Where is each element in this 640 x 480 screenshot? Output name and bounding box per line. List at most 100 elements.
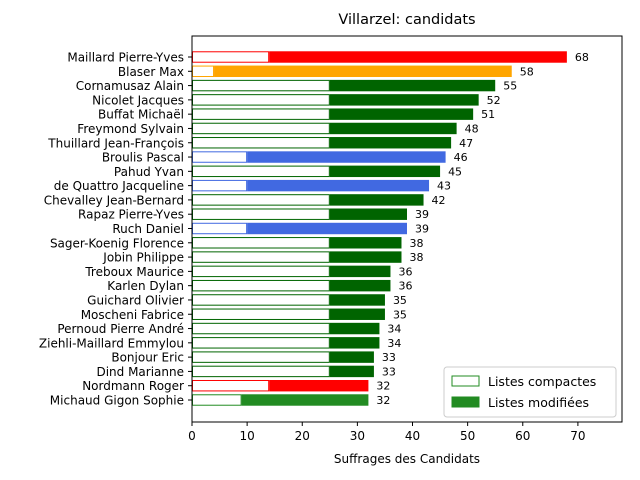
y-tick-label: Pernoud Pierre André: [57, 322, 184, 336]
bar-compact: [192, 379, 270, 392]
bar-compact: [192, 51, 270, 63]
bar-compact: [192, 222, 248, 235]
bar-compact: [192, 294, 330, 306]
bar-value-label: 39: [415, 208, 429, 221]
x-tick-label: 70: [570, 429, 585, 443]
bar-modified: [329, 194, 424, 206]
bar-value-label: 38: [409, 251, 423, 264]
bar-modified: [329, 94, 479, 106]
candidate-bar-group: 48: [192, 122, 479, 135]
bar-compact: [192, 308, 330, 320]
bar-modified: [214, 65, 512, 78]
y-tick-label: Blaser Max: [118, 65, 184, 79]
bar-compact: [192, 265, 330, 278]
candidate-bar-group: 39: [192, 222, 429, 236]
y-tick-label: Bonjour Eric: [111, 351, 184, 365]
y-tick-label: Ruch Daniel: [112, 222, 184, 236]
bar-value-label: 32: [376, 380, 390, 393]
y-tick-label: de Quattro Jacqueline: [54, 179, 184, 193]
candidate-bar-group: 55: [192, 79, 517, 93]
bar-modified: [329, 137, 452, 149]
bar-compact: [192, 165, 330, 178]
bar-compact: [192, 394, 242, 406]
bar-value-label: 35: [393, 308, 407, 321]
bar-compact: [192, 179, 248, 192]
bar-modified: [269, 51, 567, 63]
y-tick-label: Rapaz Pierre-Yves: [78, 208, 184, 222]
bar-modified: [329, 351, 374, 363]
bar-modified: [329, 365, 374, 378]
bar-compact: [192, 251, 330, 263]
bar-compact: [192, 79, 330, 92]
bar-value-label: 58: [520, 65, 534, 78]
bar-compact: [192, 337, 330, 349]
bar-value-label: 35: [393, 294, 407, 307]
candidate-bar-group: 58: [192, 65, 534, 78]
bar-value-label: 36: [398, 265, 412, 278]
bar-value-label: 68: [575, 51, 589, 64]
candidate-bar-group: 38: [192, 237, 423, 250]
y-tick-label: Sager-Koenig Florence: [50, 236, 184, 250]
bar-compact: [192, 237, 330, 249]
chart-title: Villarzel: candidats: [338, 12, 475, 28]
plot-area: 6858555251484746454342393938383636353534…: [192, 51, 589, 407]
x-tick-label: 40: [405, 429, 420, 443]
candidate-bar-group: 51: [192, 108, 495, 121]
legend-swatch-outline: [451, 375, 480, 387]
bar-modified: [241, 394, 369, 406]
y-tick-label: Dind Marianne: [96, 365, 184, 379]
bar-value-label: 33: [382, 365, 396, 378]
y-tick-label: Freymond Sylvain: [77, 122, 184, 136]
candidate-bar-group: 45: [192, 165, 462, 178]
legend-label: Listes modifiées: [488, 395, 589, 410]
candidate-bar-group: 33: [192, 351, 396, 364]
candidate-bar-group: 35: [192, 308, 407, 321]
y-tick-label: Broulis Pascal: [102, 151, 184, 165]
bar-modified: [247, 151, 446, 163]
candidate-bar-group: 43: [192, 179, 451, 193]
y-tick-label: Cornamusaz Alain: [76, 79, 184, 93]
bar-modified: [329, 108, 474, 120]
y-tick-label: Pahud Yvan: [114, 165, 184, 179]
y-tick-label: Nicolet Jacques: [92, 93, 184, 107]
y-tick-label: Thuillard Jean-François: [47, 136, 184, 150]
y-tick-label: Moscheni Fabrice: [81, 308, 184, 322]
bar-compact: [192, 351, 330, 363]
bar-compact: [192, 194, 330, 206]
legend: Listes compactes Listes modifiées: [443, 366, 617, 418]
bar-modified: [329, 237, 402, 249]
x-tick-label: 60: [515, 429, 530, 443]
x-axis: 0 10 20 30 40 50 60 70: [188, 422, 586, 443]
candidate-bar-group: 34: [192, 337, 401, 350]
bar-compact: [192, 322, 330, 335]
y-tick-label: Ziehli-Maillard Emmylou: [39, 336, 184, 350]
candidate-bar-group: 36: [192, 265, 412, 278]
y-tick-label: Chevalley Jean-Bernard: [44, 193, 184, 207]
bar-modified: [329, 294, 385, 306]
bar-modified: [329, 308, 385, 320]
bar-modified: [329, 165, 441, 178]
bar-compact: [192, 108, 330, 120]
candidate-bar-group: 46: [192, 151, 468, 164]
bar-value-label: 55: [503, 80, 517, 93]
bar-value-label: 46: [454, 151, 468, 164]
y-tick-label: Buffat Michaël: [98, 108, 184, 122]
bar-value-label: 45: [448, 165, 462, 178]
bar-value-label: 33: [382, 351, 396, 364]
bar-value-label: 47: [459, 137, 473, 150]
bar-value-label: 34: [387, 323, 401, 336]
x-tick-label: 50: [460, 429, 475, 443]
x-axis-label: Suffrages des Candidats: [334, 452, 480, 466]
candidate-bar-group: 32: [192, 394, 390, 407]
bar-modified: [329, 251, 402, 263]
candidate-bar-group: 35: [192, 294, 407, 307]
y-tick-label: Karlen Dylan: [107, 279, 184, 293]
bar-value-label: 39: [415, 223, 429, 236]
bar-compact: [192, 122, 330, 135]
candidate-bar-group: 68: [192, 51, 589, 64]
bar-value-label: 32: [376, 394, 390, 407]
bar-value-label: 51: [481, 108, 495, 121]
bar-modified: [329, 122, 457, 135]
